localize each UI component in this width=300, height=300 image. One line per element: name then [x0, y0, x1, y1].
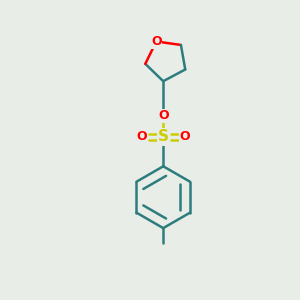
Text: O: O [179, 130, 190, 143]
Text: O: O [158, 109, 169, 122]
Text: S: S [158, 129, 169, 144]
Text: O: O [137, 130, 147, 143]
Text: O: O [151, 35, 162, 48]
